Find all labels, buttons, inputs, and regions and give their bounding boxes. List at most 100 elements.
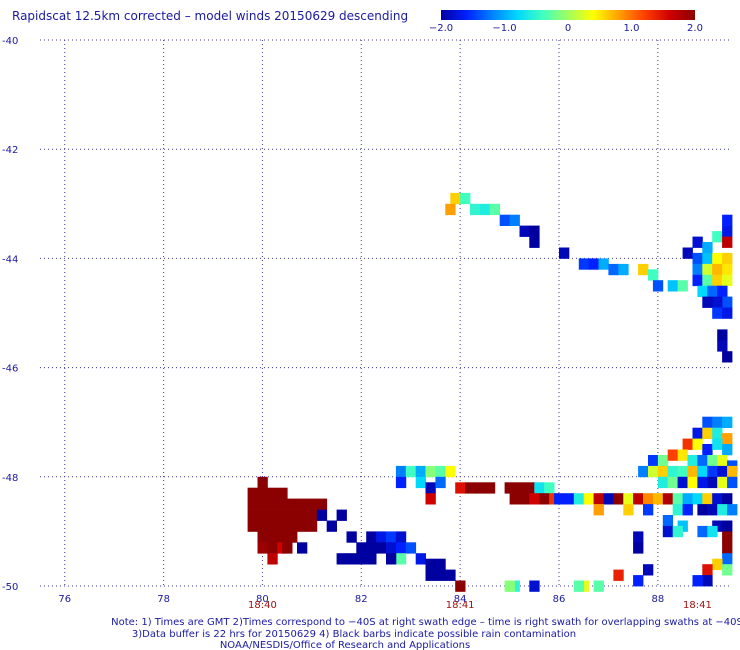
wind-cell [722,214,733,226]
wind-cell [386,531,397,543]
wind-cell [643,564,654,576]
wind-cell [717,285,728,297]
wind-cell [247,520,258,532]
wind-cell [707,476,718,489]
wind-cell [336,509,347,521]
x-tick-label: 88 [651,594,664,605]
wind-cell [677,449,688,461]
wind-cell [356,542,367,554]
wind-cell [712,438,723,450]
wind-cell [603,493,614,505]
y-tick-label: -46 [2,364,18,375]
wind-cell [257,509,268,521]
wind-cell [682,493,693,505]
wind-cell [306,498,318,510]
wind-cell [583,493,594,505]
wind-cell [573,580,585,592]
wind-cell [247,498,258,510]
wind-cell [297,509,308,521]
wind-cell [722,564,733,576]
time-label: 18:41 [446,600,475,611]
wind-cell [425,569,436,581]
wind-cell [722,520,733,532]
wind-cell [479,203,491,216]
wind-cell [682,247,693,259]
wind-cell [386,542,397,554]
wind-cell [702,274,713,287]
wind-cell [722,553,733,565]
colorbar: −2.0 −1.0 0 1.0 2.0 [429,10,703,34]
wind-cell [692,493,703,505]
wind-cell [722,225,733,237]
wind-cell [460,192,471,205]
wind-cell [692,236,703,248]
wind-cell [267,531,278,543]
wind-cell [682,504,693,516]
wind-cell [435,465,446,478]
wind-cell [509,214,520,226]
wind-cell [697,504,708,516]
wind-cell [395,553,407,565]
wind-cell [717,329,728,341]
wind-cell [524,482,535,494]
wind-cell [425,465,436,478]
grid-layer [40,39,732,587]
wind-cell [489,203,501,216]
wind-cell [712,231,723,243]
wind-cell [593,580,604,592]
wind-cell [529,580,540,592]
x-tick-label: 84 [454,594,467,605]
wind-cell [415,465,426,478]
wind-cell [435,476,446,489]
wind-cell [667,476,678,489]
wind-cell [425,482,436,494]
wind-cell [677,476,688,489]
x-tick-label: 86 [553,594,566,605]
wind-cell [712,416,723,428]
wind-cell [712,307,723,319]
wind-cell [257,520,268,532]
axis-layer: 76 78 80 82 84 86 88 18:40 18:41 18:41 -40 -42 -44 -4… [2,36,712,611]
chart-title: Rapidscat 12.5km corrected – model winds… [12,9,408,23]
wind-cell [509,493,520,505]
y-tick-label: -48 [2,473,18,484]
wind-cell [633,493,644,505]
wind-cell [702,575,713,587]
wind-cell [613,493,624,505]
wind-cell [484,482,496,494]
wind-cell [346,553,357,565]
wind-cell [652,280,664,292]
wind-cell [563,493,575,505]
colorbar-tick-label: 0 [565,23,571,34]
wind-cell [297,520,308,532]
wind-cell [707,285,718,297]
wind-cell [573,493,585,505]
wind-cell [727,504,738,516]
wind-cell [450,192,461,205]
wind-cell [277,520,288,532]
wind-cell [697,525,708,538]
wind-cell [618,263,629,276]
wind-cell [267,542,278,554]
wind-cell [697,476,708,489]
wind-cell [722,296,733,308]
wind-cell [316,498,328,510]
wind-cell [395,542,407,554]
wind-cell [707,525,718,538]
wind-cell [588,258,599,270]
wind-cell [593,493,604,505]
colorbar-tick-label: 2.0 [687,23,703,34]
wind-cell [677,280,688,292]
wind-cell [529,493,540,505]
wind-cell [277,498,288,510]
wind-cell [712,558,723,570]
time-label: 18:40 [248,600,277,611]
wind-cell [267,509,278,521]
wind-cell [722,263,733,276]
wind-cell [702,427,713,439]
wind-cell [519,225,530,237]
wind-cell [657,476,669,489]
wind-cell [366,553,377,565]
wind-cell [395,476,407,489]
wind-cell [717,340,728,352]
